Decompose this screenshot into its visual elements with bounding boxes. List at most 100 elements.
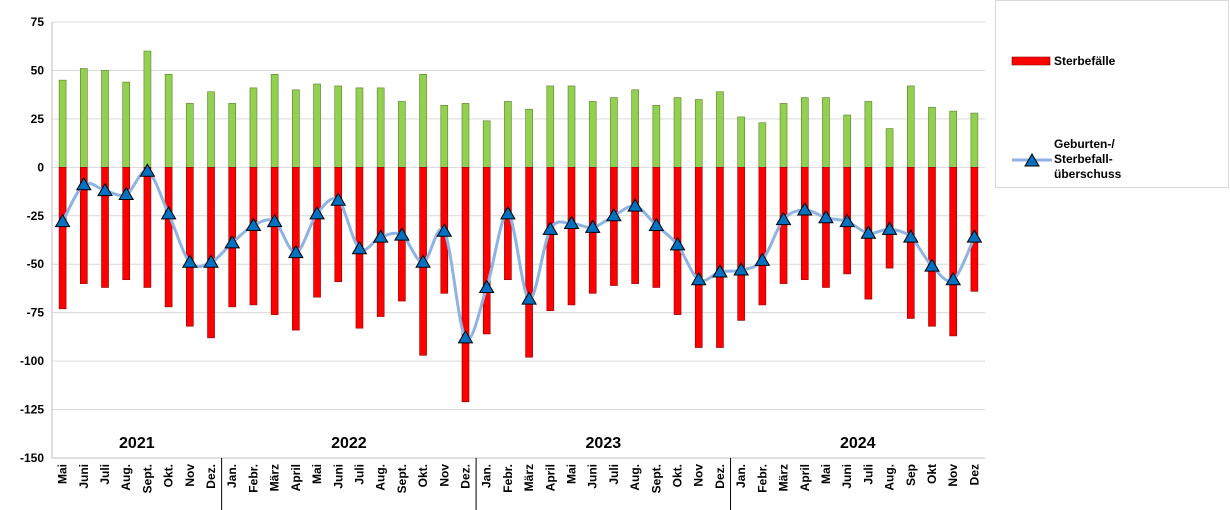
bar — [249, 167, 258, 306]
x-tick-label: Aug. — [883, 464, 897, 491]
x-tick-label: Okt. — [671, 464, 685, 487]
bar — [949, 110, 957, 168]
marker — [436, 223, 453, 237]
y-tick-label: -50 — [27, 257, 45, 271]
marker — [118, 186, 135, 200]
bar — [906, 85, 915, 168]
bar — [101, 167, 109, 288]
bar — [716, 167, 724, 348]
bar — [800, 97, 809, 168]
bar — [631, 89, 639, 168]
bar — [398, 101, 406, 168]
marker — [902, 229, 919, 243]
bar — [376, 87, 385, 168]
marker — [542, 221, 559, 235]
x-tick-label: März — [777, 464, 791, 491]
bar — [843, 114, 851, 168]
marker — [97, 182, 113, 197]
x-tick-label: März — [522, 464, 536, 491]
bar — [779, 103, 788, 168]
marker — [457, 329, 474, 344]
legend-swatch — [1012, 152, 1052, 166]
y-tick-label: -75 — [27, 306, 45, 320]
legend-item: Sterbefälle — [1010, 53, 1154, 69]
bar — [504, 167, 512, 281]
x-tick-label: Juni — [77, 464, 91, 489]
marker — [160, 205, 177, 220]
marker — [796, 201, 813, 216]
bar — [610, 167, 618, 286]
marker — [712, 263, 728, 278]
bar — [694, 167, 703, 348]
bar — [334, 167, 343, 282]
bar — [292, 89, 300, 168]
bar — [928, 106, 936, 168]
bar — [270, 74, 279, 168]
bar — [885, 167, 894, 269]
marker — [54, 213, 71, 228]
x-tick-label: Sept. — [395, 464, 409, 493]
marker — [606, 207, 622, 222]
legend-label: Sterbefälle — [1054, 53, 1116, 68]
marker — [478, 279, 495, 293]
marker — [139, 163, 156, 177]
line — [61, 169, 976, 341]
x-tick-label: Jan. — [480, 464, 494, 488]
bar — [164, 167, 173, 308]
marker — [415, 254, 431, 268]
bar — [652, 105, 661, 168]
marker — [309, 205, 325, 220]
bar — [207, 167, 215, 339]
bar — [800, 167, 809, 281]
legend: Sterbefälle Geburten-/ Sterbefall­übersch… — [995, 0, 1229, 188]
bar — [822, 97, 830, 168]
bar — [610, 97, 618, 168]
legend-label: Geburten-/ Sterbefall­überschuss — [1054, 137, 1122, 181]
legend-swatch-marker — [1024, 152, 1040, 166]
bar — [864, 101, 873, 168]
x-tick-label: Jan. — [734, 464, 748, 488]
x-tick-label: Sept. — [649, 464, 663, 493]
bar — [567, 167, 576, 306]
legend-swatch — [1011, 56, 1051, 66]
marker — [669, 236, 686, 251]
bar — [186, 103, 194, 168]
marker — [75, 176, 92, 191]
marker — [287, 244, 304, 259]
bar — [80, 167, 88, 284]
marker — [203, 254, 219, 268]
marker — [924, 258, 940, 272]
marker — [351, 240, 368, 255]
bar — [758, 167, 767, 306]
y-tick-label: -100 — [20, 354, 44, 368]
x-tick-label: April — [543, 464, 557, 491]
x-tick-label: Nov — [946, 464, 960, 487]
x-tick-label: Juni — [586, 464, 600, 489]
y-tick-label: -150 — [20, 451, 44, 465]
x-tick-label: Dez. — [204, 464, 218, 489]
marker — [224, 234, 241, 249]
marker — [775, 211, 792, 226]
marker — [563, 215, 580, 230]
y-tick-label: 0 — [37, 160, 44, 174]
bar — [716, 91, 724, 168]
year-label: 2024 — [840, 435, 876, 452]
x-tick-label: Mai — [310, 464, 324, 484]
bar — [58, 167, 67, 310]
y-tick-label: -125 — [20, 403, 44, 417]
bar — [631, 167, 639, 284]
marker — [521, 291, 537, 305]
bar — [694, 99, 703, 168]
bar — [122, 167, 131, 281]
bar — [482, 120, 491, 168]
legend-item: Geburten-/ Sterbefall­überschuss — [1010, 137, 1154, 182]
bar — [207, 91, 215, 168]
bar — [58, 79, 67, 168]
x-tick-label: Mai — [56, 464, 70, 484]
bar — [313, 83, 321, 168]
x-tick-label: Dez — [967, 464, 981, 485]
marker — [945, 271, 962, 286]
y-tick-label: -25 — [27, 209, 45, 223]
bar — [419, 74, 427, 168]
